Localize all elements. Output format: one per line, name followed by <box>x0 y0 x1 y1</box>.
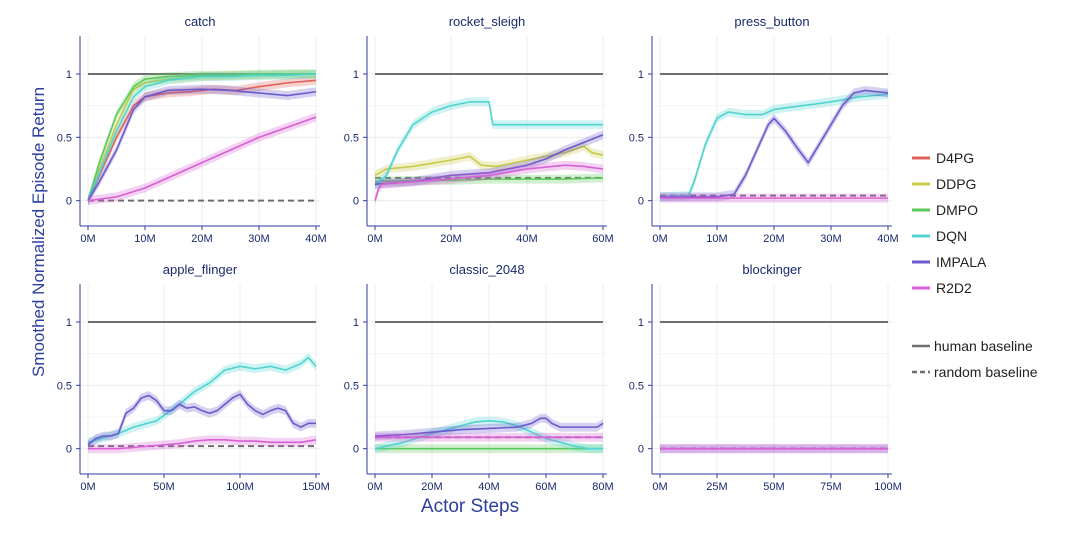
series-line-DQN <box>87 73 317 201</box>
series-line-DQN <box>374 419 603 450</box>
y-tick-label: 0 <box>353 444 359 456</box>
legend-label-baseline: human baseline <box>934 338 1033 354</box>
series-line-IMPALA <box>374 134 604 185</box>
panel-press_button: press_button 0M 10M 20M 30M 40M 0 0.5 1 <box>629 14 899 245</box>
series-line-R2D2 <box>374 164 604 201</box>
x-tick-label: 30M <box>248 233 269 245</box>
y-axis-label: Smoothed Normalized Episode Return <box>29 87 48 377</box>
series-line-IMPALA <box>87 88 317 202</box>
legend-label-DQN: DQN <box>936 228 967 244</box>
series-line-DMPO <box>87 73 316 201</box>
x-tick-label: 0M <box>367 481 382 493</box>
legend: D4PG DDPG DMPO DQN IMPALA R2D2 human baseline r… <box>912 150 1038 380</box>
series-line-DQN <box>87 356 317 444</box>
x-tick-label: 80M <box>592 481 613 493</box>
x-tick-label: 40M <box>516 233 537 245</box>
y-tick-label: 1 <box>353 69 359 81</box>
panel-title: rocket_sleigh <box>449 14 526 29</box>
x-tick-label: 40M <box>305 233 326 245</box>
panel-title: press_button <box>734 14 809 29</box>
legend-label-D4PG: D4PG <box>936 150 974 166</box>
x-tick-label: 75M <box>820 481 841 493</box>
panel-rocket_sleigh: rocket_sleigh 0M 20M 40M 60M 0 0.5 1 <box>344 14 614 245</box>
y-tick-label: 0.5 <box>344 380 359 392</box>
series-band-IMPALA <box>375 413 603 441</box>
series-band-IMPALA <box>88 84 316 206</box>
x-tick-label: 40M <box>478 481 499 493</box>
legend-label-IMPALA: IMPALA <box>936 254 987 270</box>
x-tick-label: 10M <box>134 233 155 245</box>
x-tick-label: 50M <box>153 481 174 493</box>
y-tick-label: 1 <box>66 69 72 81</box>
series-band-R2D2 <box>88 112 316 206</box>
y-tick-label: 0 <box>66 444 72 456</box>
x-tick-label: 0M <box>80 481 95 493</box>
series-line-IMPALA <box>374 417 604 437</box>
x-tick-label: 25M <box>706 481 727 493</box>
x-tick-label: 20M <box>763 233 784 245</box>
series-line-DDPG <box>374 145 604 177</box>
panel-title: classic_2048 <box>449 262 524 277</box>
series-band-IMPALA <box>375 130 603 189</box>
y-tick-label: 0 <box>638 444 644 456</box>
series-band-DQN <box>375 416 603 454</box>
y-tick-label: 0.5 <box>57 132 72 144</box>
x-axis-label: Actor Steps <box>421 496 519 517</box>
panel-catch: catch 0M 10M 20M 30M 40M 0 0.5 1 <box>57 14 327 245</box>
legend-label-R2D2: R2D2 <box>936 280 972 296</box>
x-tick-label: 60M <box>592 233 613 245</box>
y-tick-label: 0.5 <box>629 132 644 144</box>
legend-label-DDPG: DDPG <box>936 176 976 192</box>
x-tick-label: 20M <box>191 233 212 245</box>
y-tick-label: 1 <box>638 69 644 81</box>
panel-title: catch <box>184 14 215 29</box>
series-band-DDPG <box>375 141 603 180</box>
y-tick-label: 1 <box>638 317 644 329</box>
series-line-IMPALA <box>660 89 889 198</box>
panel-title: blockinger <box>742 262 802 277</box>
series-line-IMPALA <box>87 393 316 446</box>
x-tick-label: 50M <box>763 481 784 493</box>
x-tick-label: 20M <box>440 233 461 245</box>
x-tick-label: 100M <box>226 481 254 493</box>
x-tick-label: 0M <box>80 233 95 245</box>
y-tick-label: 1 <box>66 317 72 329</box>
series-band-R2D2 <box>375 160 603 206</box>
y-tick-label: 1 <box>353 317 359 329</box>
series-line-DMPO <box>374 177 604 183</box>
x-tick-label: 20M <box>421 481 442 493</box>
series-band-R2D2 <box>88 435 316 454</box>
x-tick-label: 0M <box>652 481 667 493</box>
legend-label-baseline: random baseline <box>934 364 1038 380</box>
y-tick-label: 0 <box>638 196 644 208</box>
series-line-R2D2 <box>88 438 317 450</box>
panel-classic_2048: classic_2048 0M 20M 40M 60M 80M 0 0.5 1 <box>344 262 614 493</box>
y-tick-label: 0.5 <box>57 380 72 392</box>
series-line-D4PG <box>87 79 317 201</box>
legend-label-DMPO: DMPO <box>936 202 978 218</box>
x-tick-label: 30M <box>820 233 841 245</box>
panel-blockinger: blockinger 0M 25M 50M 75M 100M 0 0.5 1 <box>629 262 902 493</box>
y-tick-label: 0 <box>66 196 72 208</box>
x-tick-label: 100M <box>874 481 902 493</box>
series-line-R2D2 <box>87 116 317 202</box>
x-tick-label: 40M <box>877 233 898 245</box>
y-tick-label: 0 <box>353 196 359 208</box>
y-tick-label: 0.5 <box>629 380 644 392</box>
series-line-DQN <box>374 101 603 187</box>
x-tick-label: 0M <box>652 233 667 245</box>
panel-title: apple_flinger <box>163 262 238 277</box>
panel-apple_flinger: apple_flinger 0M 50M 100M 150M 0 0.5 1 <box>57 262 330 493</box>
y-tick-label: 0.5 <box>344 132 359 144</box>
series-line-DQN <box>659 93 889 198</box>
x-tick-label: 150M <box>302 481 330 493</box>
series-band-DQN <box>375 97 603 190</box>
x-tick-label: 10M <box>706 233 727 245</box>
x-tick-label: 60M <box>535 481 556 493</box>
x-tick-label: 0M <box>367 233 382 245</box>
